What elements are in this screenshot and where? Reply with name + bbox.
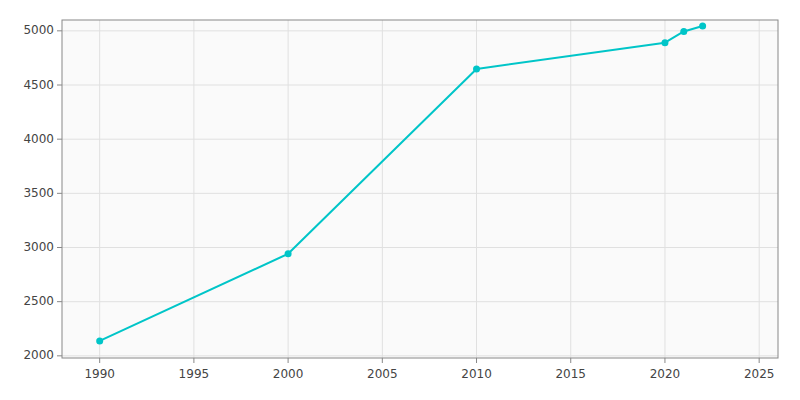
x-grid-line	[288, 20, 289, 358]
data-layer	[96, 23, 706, 345]
y-tick-label: 3000	[23, 240, 54, 254]
x-tick	[99, 358, 100, 363]
axes: 2000 2500 3000 3500 4000 4500 5000 1990 1995 2000…	[23, 20, 778, 381]
data-point	[96, 337, 103, 344]
grid	[62, 20, 778, 358]
x-tick	[382, 358, 383, 363]
y-tick-label: 2500	[23, 294, 54, 308]
x-tick-label: 2015	[555, 367, 586, 381]
y-grid-line	[62, 139, 778, 140]
chart-container: 2000 2500 3000 3500 4000 4500 5000 1990 1995 2000…	[0, 0, 800, 400]
x-tick	[570, 358, 571, 363]
x-grid-line	[570, 20, 571, 358]
x-grid-line	[99, 20, 100, 358]
plot-background	[62, 20, 778, 358]
y-tick-label: 4500	[23, 78, 54, 92]
x-tick	[476, 358, 477, 363]
data-point	[699, 23, 706, 30]
data-line	[100, 26, 703, 341]
y-grid-line	[62, 193, 778, 194]
y-tick	[57, 247, 62, 248]
x-tick-label: 2020	[650, 367, 681, 381]
x-grid-line	[759, 20, 760, 358]
y-tick	[57, 30, 62, 31]
y-grid-line	[62, 301, 778, 302]
x-tick-label: 2005	[367, 367, 398, 381]
x-tick-label: 1995	[179, 367, 210, 381]
x-grid-line	[382, 20, 383, 358]
y-tick	[57, 301, 62, 302]
x-tick	[759, 358, 760, 363]
y-tick	[57, 85, 62, 86]
x-tick	[664, 358, 665, 363]
data-point	[285, 250, 292, 257]
data-point	[473, 65, 480, 72]
x-grid-line	[664, 20, 665, 358]
chart-svg: 2000 2500 3000 3500 4000 4500 5000 1990 1995 2000…	[0, 0, 800, 400]
y-tick-label: 4000	[23, 132, 54, 146]
y-tick-label: 3500	[23, 186, 54, 200]
y-tick	[57, 193, 62, 194]
y-tick-label: 5000	[23, 23, 54, 37]
x-tick-label: 1990	[84, 367, 115, 381]
x-tick	[288, 358, 289, 363]
data-point	[680, 28, 687, 35]
x-tick-label: 2010	[461, 367, 492, 381]
y-grid-line	[62, 85, 778, 86]
plot-frame	[62, 20, 778, 358]
y-tick	[57, 355, 62, 356]
y-tick-label: 2000	[23, 348, 54, 362]
data-point	[661, 39, 668, 46]
y-tick	[57, 139, 62, 140]
y-grid-line	[62, 247, 778, 248]
x-tick-label: 2000	[273, 367, 304, 381]
x-tick-label: 2025	[744, 367, 775, 381]
x-grid-line	[193, 20, 194, 358]
y-grid-line	[62, 30, 778, 31]
y-grid-line	[62, 355, 778, 356]
x-tick	[193, 358, 194, 363]
